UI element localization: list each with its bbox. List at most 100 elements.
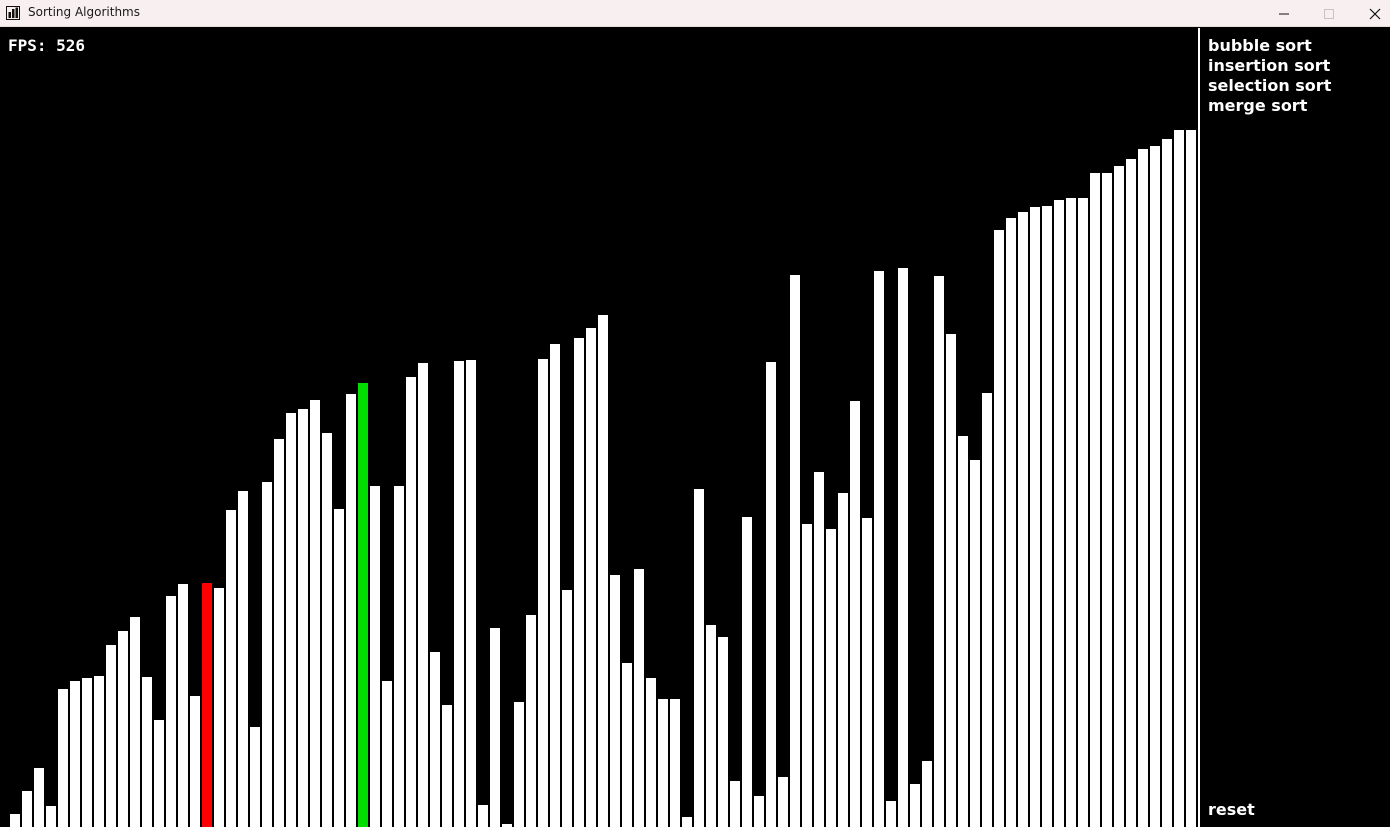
bar <box>334 509 344 827</box>
close-icon <box>1369 8 1381 19</box>
bar <box>754 796 764 827</box>
bar <box>58 689 68 827</box>
bar <box>118 631 128 827</box>
bar <box>70 681 80 827</box>
bar <box>802 524 812 827</box>
bar-chart-icon <box>6 6 20 20</box>
bar <box>142 677 152 827</box>
bar <box>130 617 140 827</box>
bar <box>562 590 572 827</box>
bar <box>994 230 1004 827</box>
bar <box>886 801 896 827</box>
bar <box>982 393 992 827</box>
bar <box>826 529 836 827</box>
bar <box>106 645 116 827</box>
bar <box>490 628 500 827</box>
bar <box>778 777 788 827</box>
bar <box>574 338 584 827</box>
bar <box>442 705 452 827</box>
bar <box>946 334 956 827</box>
bar <box>286 413 296 827</box>
minimize-icon <box>1279 13 1289 14</box>
bar <box>622 663 632 827</box>
bar <box>10 814 20 827</box>
bar <box>1078 198 1088 827</box>
bar <box>322 433 332 827</box>
bar <box>910 784 920 827</box>
bar <box>298 409 308 827</box>
bar <box>658 699 668 827</box>
bar <box>154 720 164 827</box>
bar <box>742 517 752 827</box>
close-button[interactable] <box>1352 0 1390 27</box>
bar <box>718 637 728 827</box>
bar <box>514 702 524 827</box>
bar <box>394 486 404 827</box>
bar <box>370 486 380 827</box>
bar <box>22 791 32 827</box>
bar <box>898 268 908 827</box>
bar <box>670 699 680 827</box>
panel-divider <box>1198 28 1200 827</box>
bar <box>934 276 944 827</box>
bar <box>310 400 320 827</box>
bar <box>46 806 56 827</box>
bar <box>466 360 476 827</box>
title-bar: Sorting Algorithms <box>0 0 1390 27</box>
maximize-icon <box>1324 8 1334 19</box>
bar <box>166 596 176 827</box>
bar <box>586 328 596 827</box>
bar <box>478 805 488 827</box>
menu-merge-sort[interactable]: merge sort <box>1208 96 1308 115</box>
bar <box>1126 159 1136 827</box>
maximize-button[interactable] <box>1306 0 1352 27</box>
bar <box>1066 198 1076 827</box>
bar <box>814 472 824 827</box>
menu-bubble-sort[interactable]: bubble sort <box>1208 36 1312 55</box>
menu-selection-sort[interactable]: selection sort <box>1208 76 1332 95</box>
bar <box>634 569 644 827</box>
bar <box>1138 149 1148 827</box>
bar <box>430 652 440 827</box>
bar <box>1114 166 1124 827</box>
bar <box>694 489 704 827</box>
bar <box>538 359 548 827</box>
bar <box>1174 130 1184 827</box>
bar <box>1186 130 1196 827</box>
bar <box>862 518 872 827</box>
bar <box>94 676 104 827</box>
bar <box>346 394 356 827</box>
bar <box>406 377 416 827</box>
bar <box>1102 173 1112 827</box>
minimize-button[interactable] <box>1261 0 1307 27</box>
bar <box>730 781 740 827</box>
bar <box>790 275 800 827</box>
bar <box>1162 139 1172 827</box>
bar <box>526 615 536 827</box>
bar <box>1150 146 1160 827</box>
bar <box>190 696 200 827</box>
bar <box>1090 173 1100 827</box>
bar <box>1006 218 1016 827</box>
bar <box>502 824 512 827</box>
window-title: Sorting Algorithms <box>28 5 140 19</box>
bar <box>262 482 272 827</box>
bar <box>358 383 368 827</box>
menu-insertion-sort[interactable]: insertion sort <box>1208 56 1331 75</box>
bar <box>766 362 776 827</box>
bar <box>178 584 188 827</box>
bar <box>1042 206 1052 827</box>
fps-counter: FPS: 526 <box>8 36 86 55</box>
bar <box>250 727 260 827</box>
bar <box>874 271 884 827</box>
bar <box>922 761 932 827</box>
bar <box>454 361 464 827</box>
sort-visualization-canvas <box>0 28 1390 827</box>
bar <box>598 315 608 827</box>
reset-button[interactable]: reset <box>1208 800 1255 819</box>
bar <box>226 510 236 827</box>
bar <box>970 460 980 827</box>
bar <box>82 678 92 827</box>
bar <box>850 401 860 827</box>
bar <box>418 363 428 827</box>
